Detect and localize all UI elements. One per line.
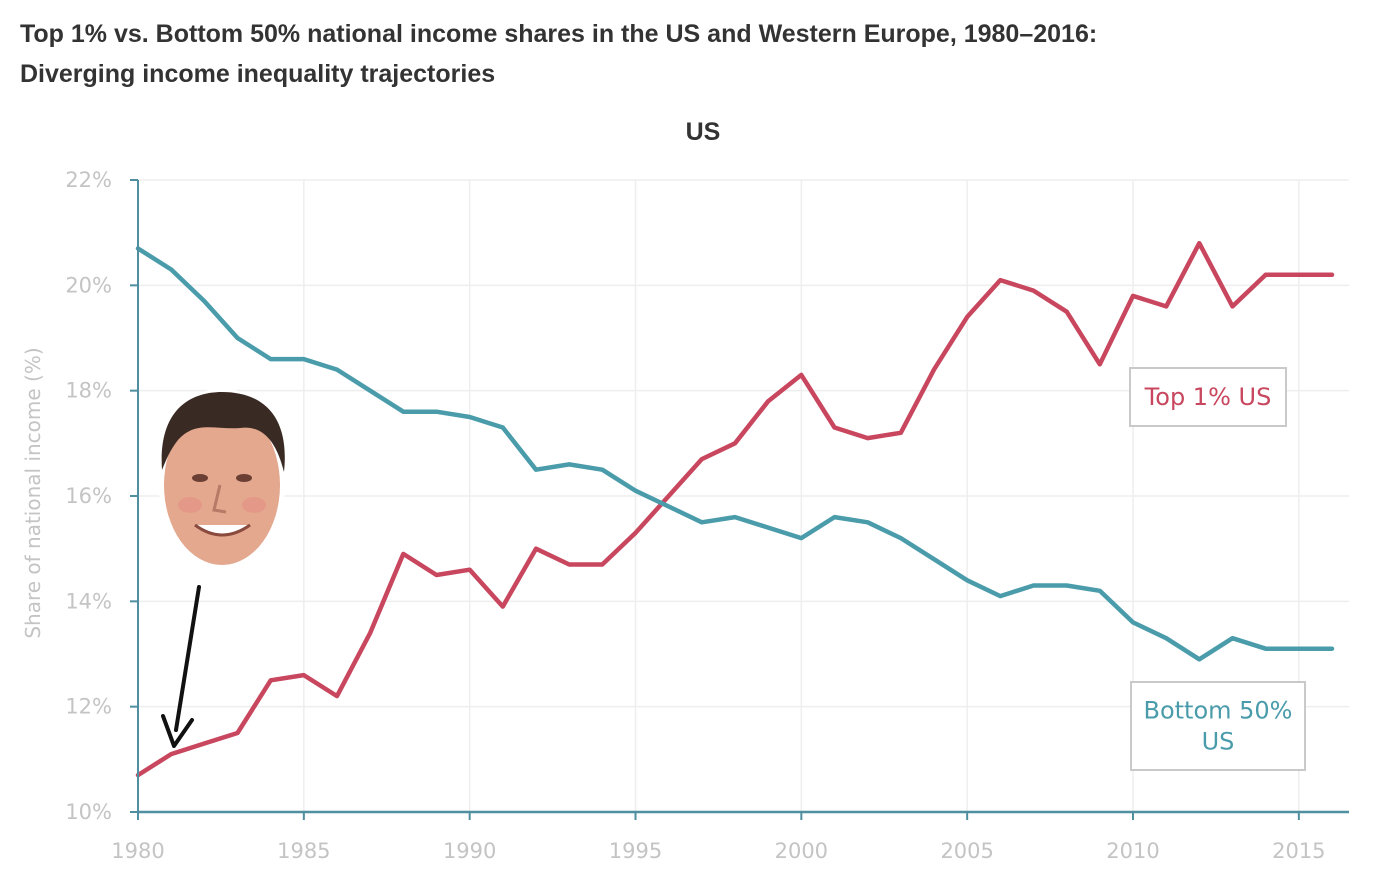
y-tick-label: 18%: [65, 379, 112, 403]
y-tick-label: 10%: [65, 800, 112, 824]
y-tick-label: 14%: [65, 589, 112, 613]
chart-title: Top 1% vs. Bottom 50% national income sh…: [20, 14, 1350, 94]
legend-label: Top 1% US: [1144, 383, 1272, 411]
legend-box: [1130, 681, 1306, 771]
y-tick-label: 22%: [65, 168, 112, 192]
y-tick-label: 16%: [65, 484, 112, 508]
legend-box: [1129, 367, 1287, 427]
x-axis-ticks: 1980 1985 1990 1995 2000 2005 2010 2015: [111, 812, 1326, 863]
legend-label: Bottom 50%: [1143, 697, 1292, 725]
x-tick-label: 2015: [1272, 839, 1325, 863]
x-tick-label: 1980: [111, 839, 164, 863]
legend-item-bottom50: Bottom 50% US: [1130, 681, 1306, 771]
x-tick-label: 1985: [277, 839, 330, 863]
chart-title-line2: Diverging income inequality trajectories: [20, 60, 496, 88]
series-line-top1: [135, 240, 1335, 778]
x-tick-label: 1995: [609, 839, 662, 863]
x-tick-label: 2005: [940, 839, 993, 863]
chart-subtitle: US: [686, 118, 721, 146]
portrait-annotation: [158, 388, 286, 748]
chart-title-line1: Top 1% vs. Bottom 50% national income sh…: [20, 20, 1098, 48]
x-tick-label: 2010: [1106, 839, 1159, 863]
face-photo: [158, 388, 286, 568]
legend-item-top1: Top 1% US: [1129, 367, 1287, 427]
y-tick-label: 20%: [65, 273, 112, 297]
y-axis-label: Share of national income (%): [21, 347, 45, 638]
x-tick-label: 1990: [443, 839, 496, 863]
y-axis-ticks: 10% 12% 14% 16% 18% 20% 22%: [65, 168, 138, 824]
legend-label: US: [1202, 728, 1235, 756]
series-line-bottom50: [135, 246, 1335, 662]
axes: [137, 180, 1349, 814]
series-lines: [135, 240, 1335, 778]
arrow-down-icon: [161, 585, 201, 748]
x-tick-label: 2000: [775, 839, 828, 863]
y-tick-label: 12%: [65, 695, 112, 719]
legend: Top 1% US Bottom 50% US: [1129, 367, 1306, 771]
